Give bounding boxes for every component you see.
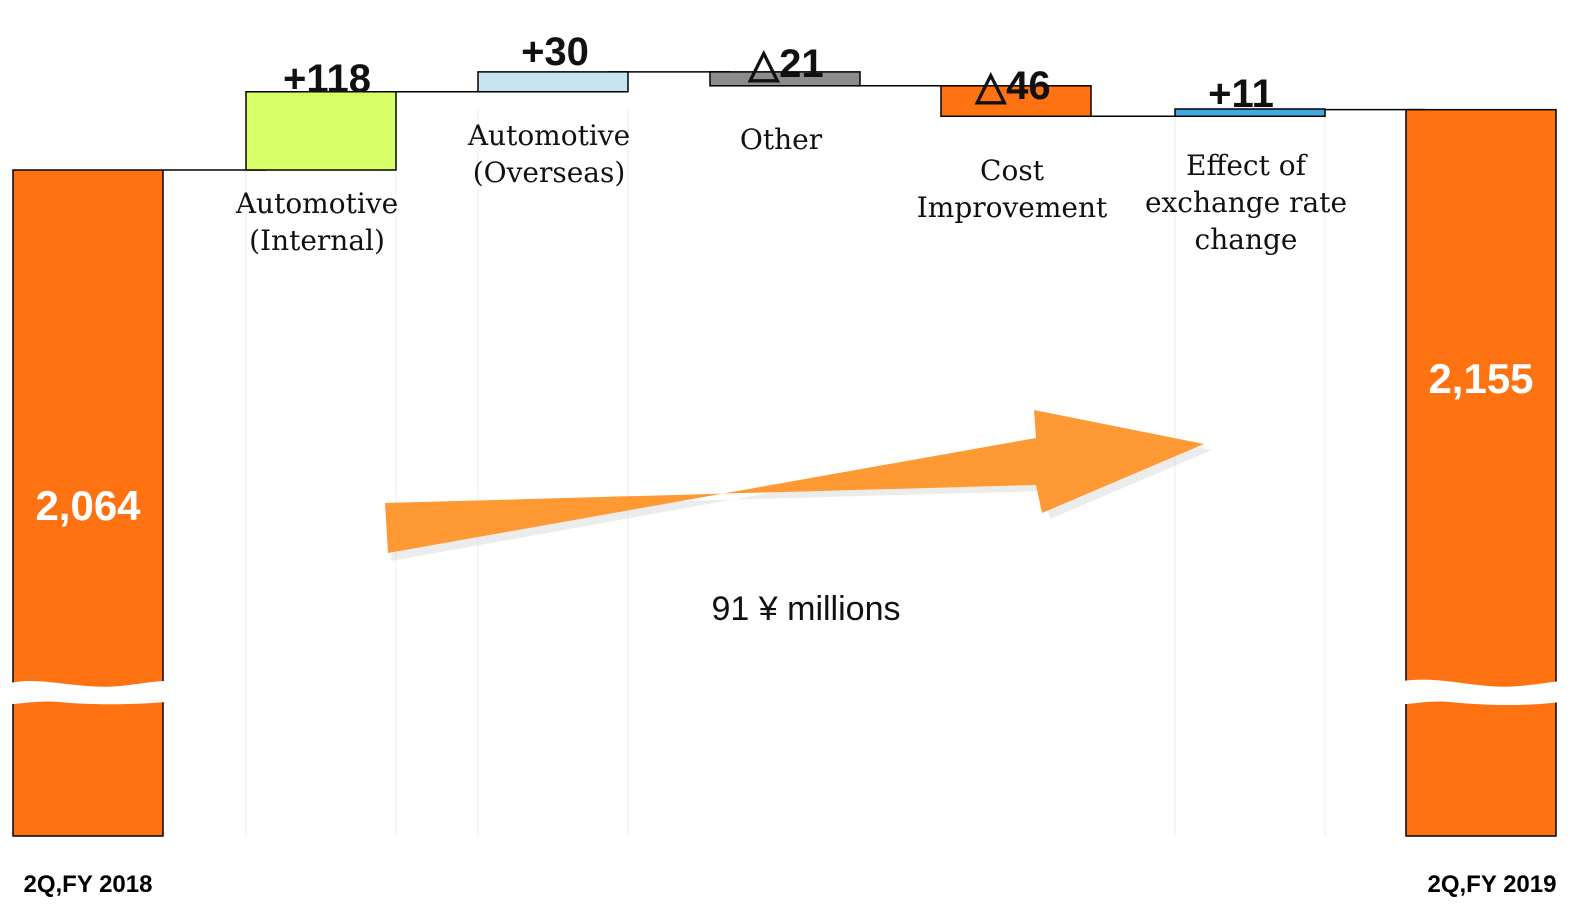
step-category-label: change — [1195, 223, 1298, 256]
bars-group — [10, 71, 1560, 837]
labels-group: 2,064 2Q,FY 2018 +118 Automotive (Internal) +… — [24, 30, 1557, 898]
bar-step — [940, 85, 1092, 118]
start-value-label: 2,064 — [35, 482, 141, 529]
step-category-label: (Internal) — [249, 224, 385, 257]
step-value-label: +118 — [283, 57, 371, 101]
step-category-label: (Overseas) — [473, 156, 626, 189]
bar-step — [245, 91, 397, 171]
step-category-label: Other — [740, 123, 823, 156]
step-value-label: △21 — [747, 42, 823, 86]
step-category-label: Automotive — [235, 187, 398, 220]
bar-step — [709, 71, 861, 87]
start-category-label: 2Q,FY 2018 — [24, 871, 153, 898]
step-value-label: +11 — [1208, 72, 1274, 116]
step-category-label: Improvement — [917, 191, 1108, 224]
column-guides — [245, 110, 1326, 836]
bar-start-total — [12, 169, 164, 837]
axis-break-end — [1403, 679, 1560, 705]
end-category-label: 2Q,FY 2019 — [1428, 871, 1557, 898]
step-value-label: +30 — [521, 30, 589, 74]
trend-arrow — [385, 410, 1212, 561]
step-value-label: △46 — [974, 64, 1050, 108]
step-category-label: Effect of — [1186, 149, 1309, 182]
bar-step — [477, 71, 629, 93]
trend-arrow-body — [385, 410, 1204, 553]
axis-break-start — [10, 681, 166, 705]
end-value-label: 2,155 — [1428, 355, 1533, 402]
step-category-label: Cost — [980, 154, 1045, 187]
bar-step — [1174, 108, 1326, 118]
unit-label: 91 ¥ millions — [712, 590, 901, 628]
step-category-label: exchange rate — [1145, 186, 1347, 219]
step-category-label: Automotive — [467, 119, 630, 152]
bar-end-total — [1405, 108, 1557, 837]
